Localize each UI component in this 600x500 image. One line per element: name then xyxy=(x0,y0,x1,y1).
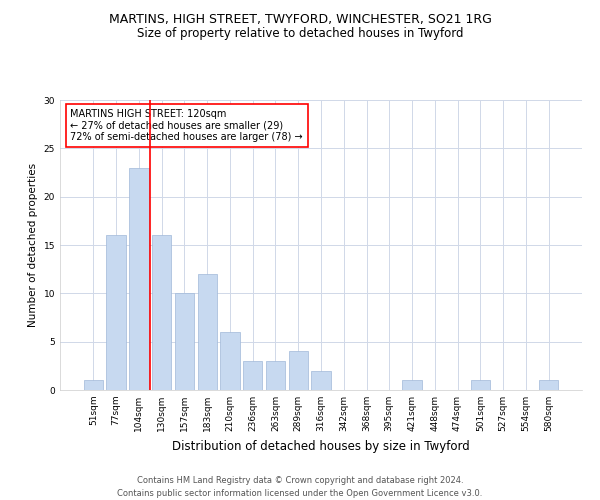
Bar xyxy=(220,332,239,390)
Y-axis label: Number of detached properties: Number of detached properties xyxy=(28,163,38,327)
Bar xyxy=(311,370,331,390)
Bar xyxy=(403,380,422,390)
Bar xyxy=(84,380,103,390)
Bar xyxy=(539,380,558,390)
Bar xyxy=(129,168,149,390)
Bar xyxy=(266,361,285,390)
X-axis label: Distribution of detached houses by size in Twyford: Distribution of detached houses by size … xyxy=(172,440,470,452)
Bar xyxy=(289,352,308,390)
Bar xyxy=(152,236,172,390)
Bar xyxy=(175,294,194,390)
Bar xyxy=(197,274,217,390)
Text: Contains HM Land Registry data © Crown copyright and database right 2024.
Contai: Contains HM Land Registry data © Crown c… xyxy=(118,476,482,498)
Text: Size of property relative to detached houses in Twyford: Size of property relative to detached ho… xyxy=(137,28,463,40)
Bar xyxy=(243,361,262,390)
Bar xyxy=(470,380,490,390)
Bar xyxy=(106,236,126,390)
Text: MARTINS HIGH STREET: 120sqm
← 27% of detached houses are smaller (29)
72% of sem: MARTINS HIGH STREET: 120sqm ← 27% of det… xyxy=(70,108,303,142)
Text: MARTINS, HIGH STREET, TWYFORD, WINCHESTER, SO21 1RG: MARTINS, HIGH STREET, TWYFORD, WINCHESTE… xyxy=(109,12,491,26)
